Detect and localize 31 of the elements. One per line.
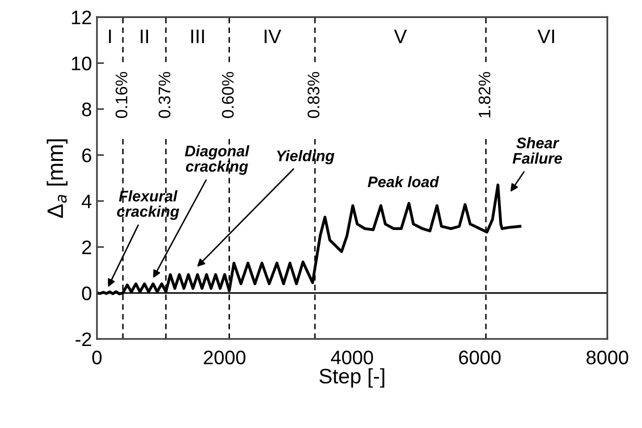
y-tick-label: 4	[82, 194, 92, 208]
annotation: Flexural cracking	[117, 190, 180, 220]
annotation: 0.16%	[116, 72, 128, 118]
annotation: IV	[264, 30, 282, 44]
annotation: Yielding	[277, 150, 334, 164]
y-tick-label: 0	[82, 286, 92, 300]
annotation: 0.83%	[308, 72, 320, 118]
y-tick-label: 8	[82, 102, 92, 116]
y-tick-label: 10	[72, 56, 92, 70]
x-tick-label: 2000	[204, 350, 246, 364]
annotation: 1.82%	[478, 72, 490, 118]
x-tick-label: 4000	[330, 350, 374, 364]
annotation: V	[394, 30, 407, 44]
annotation: Diagonal cracking	[184, 145, 250, 175]
x-tick-label: 0	[92, 350, 102, 364]
x-tick-label: 8000	[586, 350, 628, 364]
annotation: II	[140, 30, 148, 44]
y-tick-label: 2	[82, 240, 92, 254]
annotation: VI	[538, 30, 554, 44]
annotation: III	[191, 30, 204, 44]
annotation: 0.37%	[158, 72, 170, 118]
y-tick-label: 6	[82, 148, 92, 162]
y-tick-label: 12	[72, 10, 92, 24]
annotation: Peak load	[368, 176, 440, 188]
annotation: I	[109, 30, 111, 44]
y-tick-label: -2	[76, 332, 92, 346]
y-axis-title: Δ$_{a}$ [mm]	[46, 139, 68, 218]
x-tick-label: 6000	[459, 350, 501, 364]
annotation: 0.60%	[222, 72, 234, 118]
x-axis-title: Step [-]	[320, 368, 384, 388]
annotation: Shear Failure	[512, 137, 562, 164]
